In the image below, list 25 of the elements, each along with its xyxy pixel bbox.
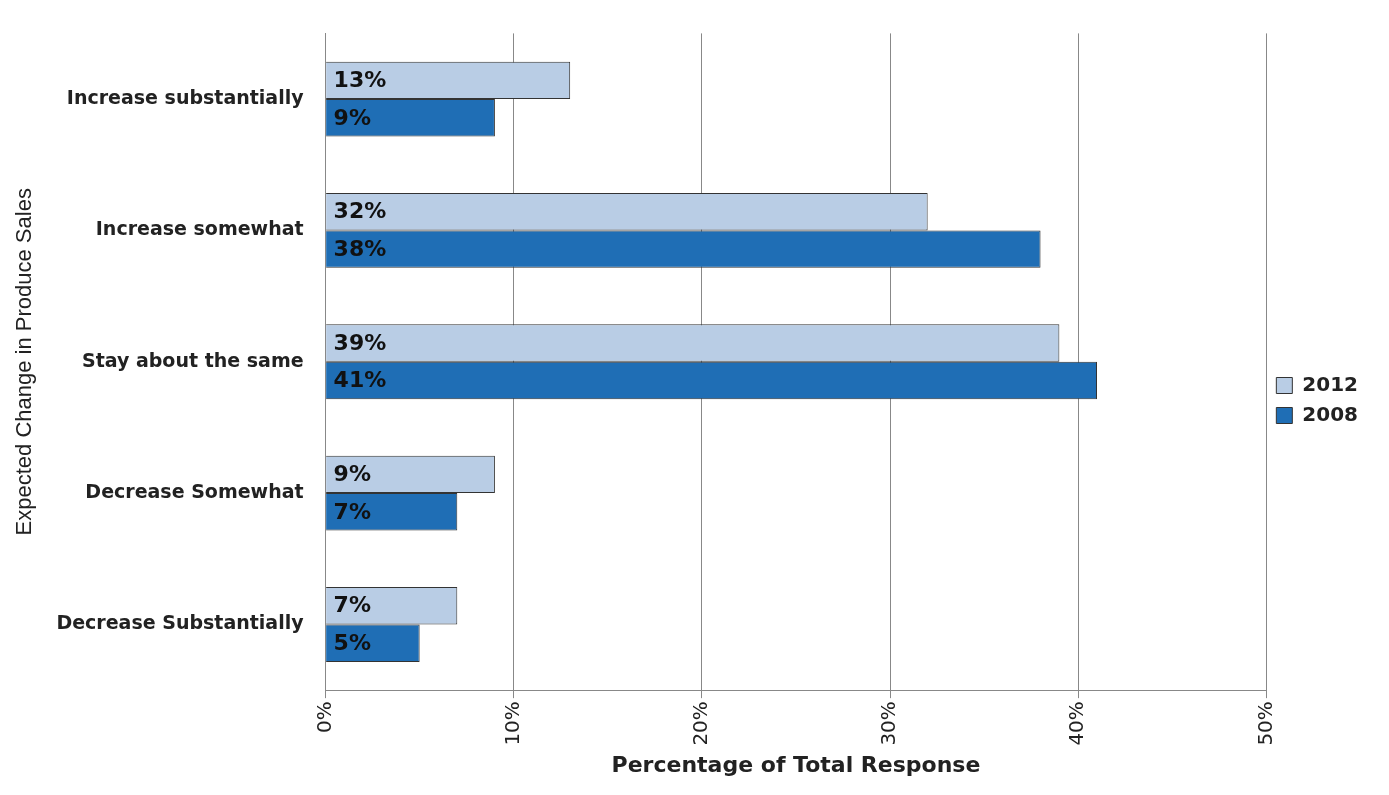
- data-label: 39%: [333, 329, 387, 355]
- data-label: 32%: [333, 198, 387, 224]
- x-tick-label: 20%: [688, 701, 713, 746]
- data-label: 38%: [333, 235, 387, 261]
- x-tick-label: 30%: [876, 701, 901, 746]
- data-label: 5%: [333, 629, 371, 655]
- legend-label: 2008: [1302, 401, 1359, 426]
- y-tick-label: Decrease Substantially: [56, 611, 305, 634]
- data-label: 41%: [333, 367, 387, 393]
- y-tick-label: Increase somewhat: [95, 217, 304, 240]
- data-label: 7%: [333, 498, 371, 524]
- legend-label: 2012: [1302, 371, 1359, 396]
- y-tick-label: Increase substantially: [66, 86, 305, 109]
- data-label: 7%: [333, 592, 371, 618]
- x-tick-label: 40%: [1064, 701, 1089, 746]
- x-tick-label: 10%: [499, 701, 524, 746]
- y-axis-title: Expected Change in Produce Sales: [11, 188, 37, 536]
- data-label: 9%: [333, 461, 371, 487]
- data-label: 13%: [333, 67, 387, 93]
- y-tick-label: Stay about the same: [81, 348, 304, 371]
- y-tick-label: Decrease Somewhat: [85, 480, 304, 503]
- x-tick-label: 0%: [311, 701, 336, 733]
- x-axis-title: Percentage of Total Response: [611, 751, 981, 777]
- data-label: 9%: [333, 104, 371, 130]
- x-tick-label: 50%: [1252, 701, 1277, 746]
